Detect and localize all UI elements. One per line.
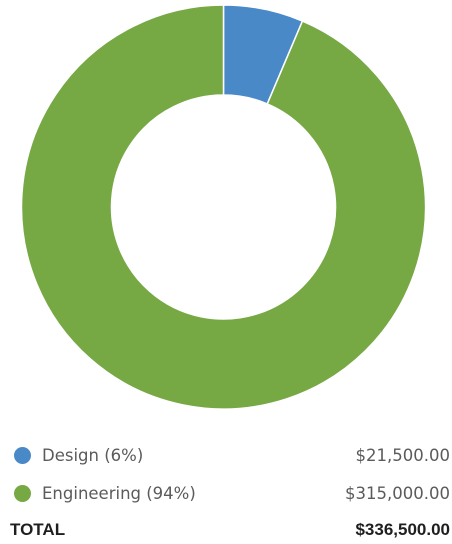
donut-chart [20,4,427,410]
legend-amount-design: $21,500.00 [355,445,450,465]
total-amount: $336,500.00 [355,520,450,539]
legend-label-design: Design (6%) [42,445,144,465]
legend-amount-engineering: $315,000.00 [345,483,450,503]
total-label: TOTAL [10,520,66,539]
total-row: TOTAL $336,500.00 [10,517,450,543]
legend-swatch-engineering [14,484,31,502]
legend-label-engineering: Engineering (94%) [42,483,196,503]
legend-swatch-design [14,446,31,464]
legend-item-design: Design (6%) $21,500.00 [14,442,450,468]
legend-item-engineering: Engineering (94%) $315,000.00 [14,480,450,506]
donut-slice-engineering[interactable] [20,4,427,410]
